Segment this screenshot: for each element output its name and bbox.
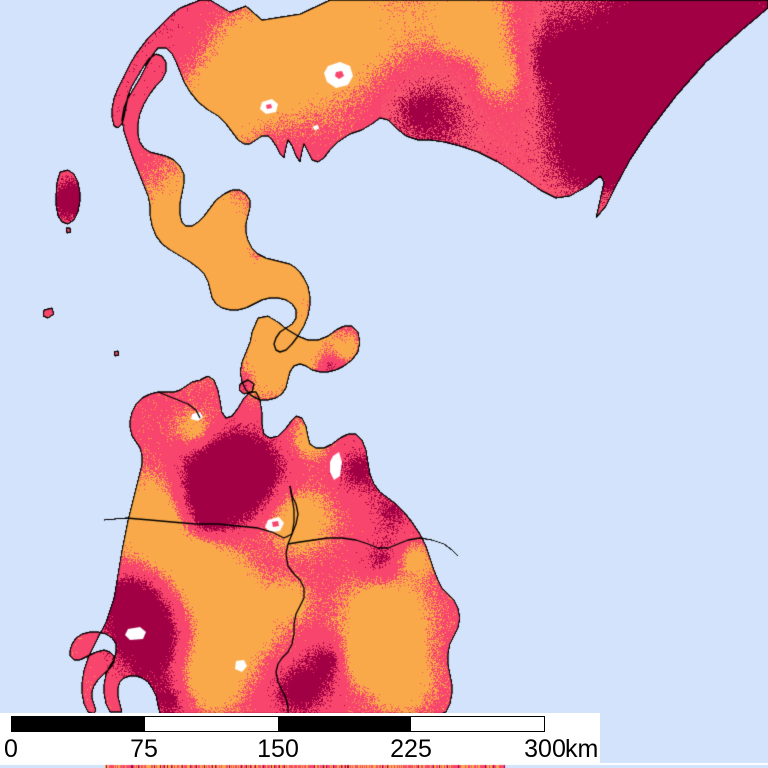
scale-bar-track <box>11 716 545 732</box>
scale-bar-segment-3 <box>411 717 544 731</box>
scale-bar-tick-150: 150 <box>257 735 299 763</box>
scale-bar-tick-225: 225 <box>390 735 432 763</box>
adjacent-panel-strip <box>0 763 768 768</box>
scale-bar-tick-300: 300 <box>524 735 566 763</box>
scale-bar-tick-75: 75 <box>130 735 158 763</box>
scale-bar-unit: km <box>565 735 599 763</box>
scale-bar-segment-2 <box>278 717 411 731</box>
scale-bar-segment-1 <box>145 717 278 731</box>
scale-bar-panel: 0 75 150 225 300 km <box>0 713 600 763</box>
scale-bar-segment-0 <box>12 717 145 731</box>
scale-bar-labels: 0 75 150 225 300 km <box>0 735 600 763</box>
adjacent-panel-raster <box>0 763 768 768</box>
scale-bar-tick-0: 0 <box>4 735 18 763</box>
